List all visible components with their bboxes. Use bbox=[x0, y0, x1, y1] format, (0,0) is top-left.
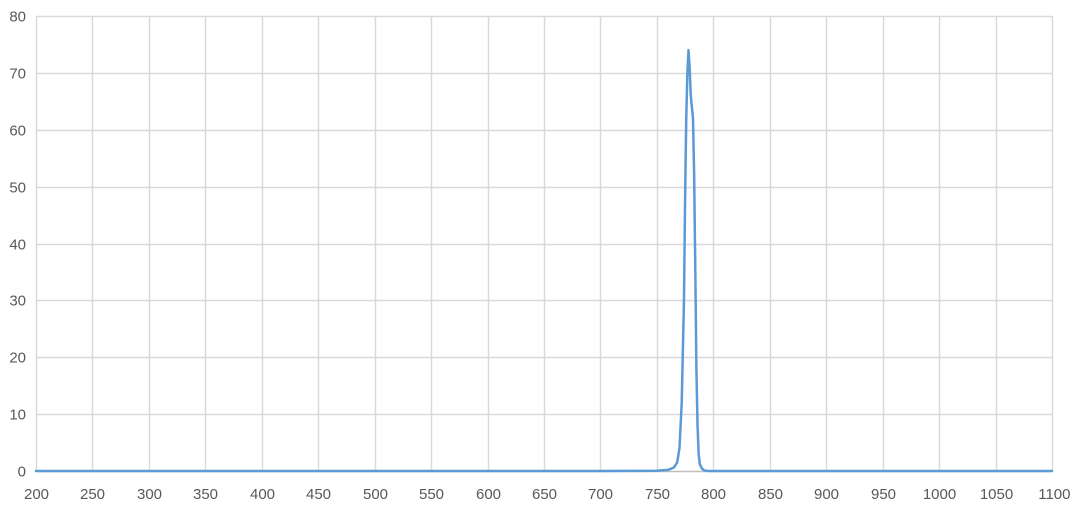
y-tick-label: 40 bbox=[9, 237, 26, 254]
x-tick-label: 1100 bbox=[1038, 486, 1070, 503]
x-tick-label: 300 bbox=[137, 486, 162, 503]
y-tick-label: 70 bbox=[9, 66, 26, 83]
x-tick-label: 850 bbox=[758, 486, 783, 503]
y-tick-label: 80 bbox=[9, 9, 26, 26]
x-tick-label: 1000 bbox=[923, 486, 956, 503]
grid bbox=[35, 15, 1054, 473]
x-tick-label: 600 bbox=[476, 486, 501, 503]
y-tick-label: 20 bbox=[9, 350, 26, 367]
x-tick-label: 700 bbox=[588, 486, 613, 503]
x-tick-label: 1050 bbox=[980, 486, 1013, 503]
x-tick-label: 650 bbox=[532, 486, 557, 503]
series-layer bbox=[34, 48, 1054, 473]
x-tick-label: 350 bbox=[193, 486, 218, 503]
x-tick-label: 950 bbox=[871, 486, 896, 503]
y-tick-label: 30 bbox=[9, 293, 26, 310]
y-tick-label: 10 bbox=[9, 407, 26, 424]
y-tick-label: 0 bbox=[18, 464, 26, 481]
y-tick-label: 60 bbox=[9, 123, 26, 140]
x-tick-label: 550 bbox=[419, 486, 444, 503]
x-tick-label: 500 bbox=[363, 486, 388, 503]
x-tick-label: 750 bbox=[645, 486, 670, 503]
x-tick-label: 900 bbox=[814, 486, 839, 503]
x-axis-ticks: 200 250 300 350 400 450 500 550 600 650 700 750 800 8… bbox=[24, 486, 1071, 503]
x-tick-label: 200 bbox=[24, 486, 49, 503]
series-line bbox=[34, 48, 1054, 473]
x-tick-label: 800 bbox=[701, 486, 726, 503]
x-tick-label: 400 bbox=[250, 486, 275, 503]
y-axis-ticks: 0 10 20 30 40 50 60 70 80 bbox=[9, 9, 26, 481]
x-tick-label: 250 bbox=[80, 486, 105, 503]
y-tick-label: 50 bbox=[9, 180, 26, 197]
x-tick-label: 450 bbox=[306, 486, 331, 503]
